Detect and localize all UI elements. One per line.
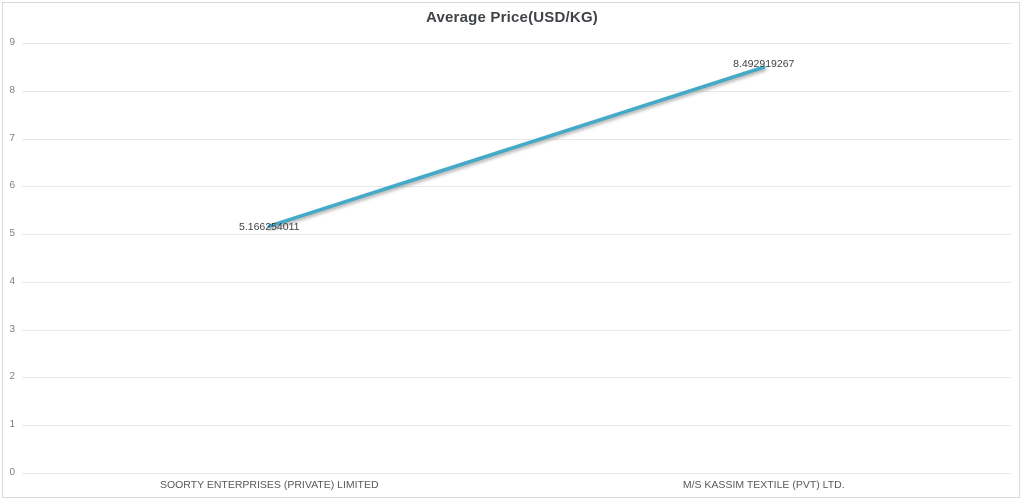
y-axis-tick-label: 1 xyxy=(9,419,15,431)
gridline xyxy=(22,138,1011,140)
gridline xyxy=(22,377,1011,379)
gridline xyxy=(22,90,1011,92)
chart-title: Average Price(USD/KG) xyxy=(425,9,599,26)
gridline xyxy=(22,43,1011,44)
y-axis-tick-label: 2 xyxy=(9,371,15,383)
gridline xyxy=(22,329,1011,331)
y-axis-tick-label: 7 xyxy=(9,132,15,144)
x-axis-category-label: M/S KASSIM TEXTILE (PVT) LTD. xyxy=(682,479,845,491)
gridline xyxy=(22,281,1011,283)
gridline xyxy=(22,425,1011,427)
series-line xyxy=(267,65,766,228)
y-axis-tick-label: 9 xyxy=(9,37,15,48)
y-axis-tick-label: 4 xyxy=(9,275,15,287)
y-axis-tick-label: 0 xyxy=(9,467,15,478)
y-axis-tick-label: 8 xyxy=(9,84,15,96)
y-axis-tick-label: 3 xyxy=(9,323,15,335)
data-point-label: 8.492919267 xyxy=(733,58,795,71)
y-axis-tick-label: 5 xyxy=(9,228,15,240)
x-axis-category-label: SOORTY ENTERPRISES (PRIVATE) LIMITED xyxy=(159,479,379,491)
y-axis-tick-label: 6 xyxy=(9,180,15,192)
gridline xyxy=(22,186,1011,188)
gridline xyxy=(22,234,1011,236)
data-point-label: 5.166254011 xyxy=(238,221,300,234)
gridline xyxy=(22,473,1011,474)
